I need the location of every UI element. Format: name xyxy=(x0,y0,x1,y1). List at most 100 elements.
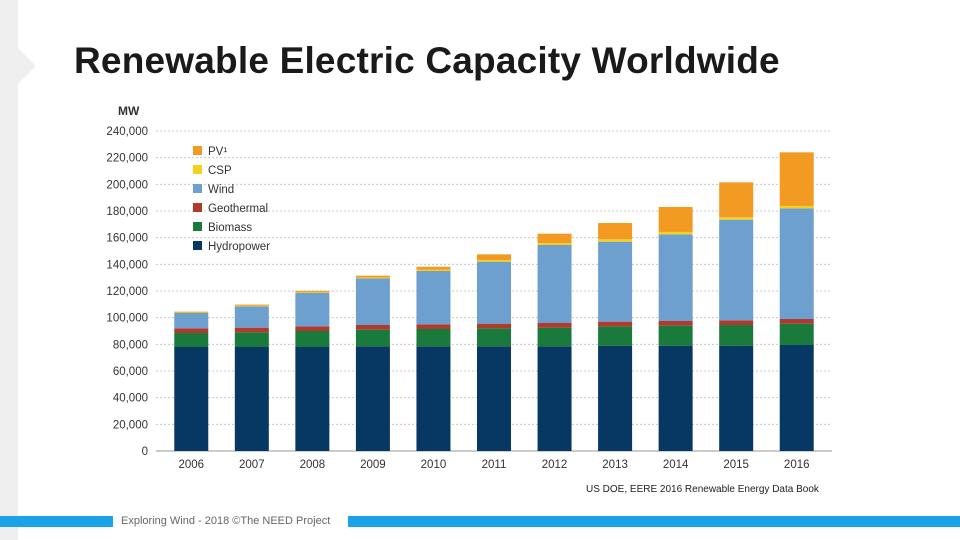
bar-geothermal-2006 xyxy=(174,328,209,333)
bar-hydropower-2015 xyxy=(719,345,754,451)
bar-pv-2012 xyxy=(537,233,572,244)
bar-wind-2013 xyxy=(598,241,633,322)
bar-stack-2014 xyxy=(658,207,693,451)
bar-geothermal-2007 xyxy=(234,327,269,333)
y-tick-label: 20,000 xyxy=(113,419,148,431)
x-tick-label: 2009 xyxy=(360,459,386,471)
bar-wind-2015 xyxy=(719,219,754,321)
bar-csp-2011 xyxy=(477,260,511,262)
y-tick-labels: 0 20,000 40,000 60,000 80,000 100,000 120,000 1… xyxy=(106,126,148,458)
bar-wind-2008 xyxy=(295,293,330,327)
legend-label-geothermal: Geothermal xyxy=(208,203,268,215)
bar-geothermal-2013 xyxy=(598,321,633,327)
bar-geothermal-2014 xyxy=(658,321,693,326)
bar-hydropower-2013 xyxy=(598,345,633,451)
legend-swatch-csp xyxy=(193,165,202,174)
bar-geothermal-2016 xyxy=(779,319,814,324)
legend-swatch-biomass xyxy=(193,222,202,231)
x-tick-label: 2010 xyxy=(421,459,447,471)
x-tick-label: 2015 xyxy=(723,459,749,471)
bar-csp-2009 xyxy=(355,277,390,279)
legend-swatch-pv xyxy=(193,146,202,155)
bar-biomass-2016 xyxy=(779,323,814,345)
x-tick-label: 2011 xyxy=(482,459,507,471)
bar-hydropower-2012 xyxy=(537,346,572,451)
bar-biomass-2011 xyxy=(477,328,511,347)
bar-stack-2008 xyxy=(295,290,330,451)
bar-biomass-2015 xyxy=(719,325,754,346)
bar-csp-2010 xyxy=(416,269,451,271)
bar-csp-2008 xyxy=(295,292,330,293)
left-arrow-decoration xyxy=(18,48,36,84)
bar-wind-2016 xyxy=(779,208,814,319)
bar-geothermal-2012 xyxy=(537,323,572,328)
y-tick-label: 60,000 xyxy=(113,366,148,378)
legend-swatch-geothermal xyxy=(193,203,202,212)
bar-stack-2006 xyxy=(174,311,209,451)
bar-pv-2014 xyxy=(658,207,693,232)
bar-stack-2010 xyxy=(416,266,451,451)
y-tick-label: 40,000 xyxy=(113,393,148,405)
bar-hydropower-2014 xyxy=(658,345,693,451)
bar-csp-2007 xyxy=(234,305,269,307)
bar-stack-2009 xyxy=(355,275,390,451)
bar-biomass-2014 xyxy=(658,325,693,346)
bar-stack-2013 xyxy=(598,223,633,451)
bar-hydropower-2008 xyxy=(295,347,330,451)
y-tick-label: 0 xyxy=(142,446,148,458)
bar-csp-2012 xyxy=(537,243,572,245)
bar-csp-2014 xyxy=(658,231,693,235)
bar-hydropower-2007 xyxy=(234,347,269,451)
bar-biomass-2010 xyxy=(416,329,451,347)
legend-swatch-hydropower xyxy=(193,241,202,250)
x-tick-label: 2007 xyxy=(239,459,265,471)
bar-stack-2016 xyxy=(779,152,814,451)
y-tick-label: 200,000 xyxy=(106,179,148,191)
bar-hydropower-2009 xyxy=(355,346,390,451)
bar-stack-2011 xyxy=(477,254,511,451)
x-tick-label: 2014 xyxy=(663,459,689,471)
bar-hydropower-2010 xyxy=(416,346,451,451)
x-tick-label: 2006 xyxy=(178,459,204,471)
bar-pv-2015 xyxy=(719,182,754,218)
y-tick-label: 240,000 xyxy=(106,126,148,138)
bar-pv-2011 xyxy=(477,254,511,261)
bar-pv-2013 xyxy=(598,223,633,240)
bar-biomass-2008 xyxy=(295,331,330,347)
bar-hydropower-2011 xyxy=(477,346,511,451)
legend-label-wind: Wind xyxy=(208,184,234,196)
bar-pv-2016 xyxy=(779,152,814,206)
bar-pv-2009 xyxy=(355,275,390,278)
bar-csp-2015 xyxy=(719,217,754,220)
footer-text: Exploring Wind - 2018 ©The NEED Project xyxy=(121,515,331,527)
y-tick-label: 220,000 xyxy=(106,153,148,165)
bar-wind-2009 xyxy=(355,278,390,325)
bar-pv-2007 xyxy=(234,304,269,306)
bar-biomass-2012 xyxy=(537,327,572,347)
slide-title: Renewable Electric Capacity Worldwide xyxy=(74,40,780,81)
stacked-bar-chart: MW 0 20,000 40,000 60,000 80,000 100,000 120,0… xyxy=(106,104,832,471)
legend-label-biomass: Biomass xyxy=(208,222,252,234)
bar-wind-2006 xyxy=(174,313,209,329)
bar-wind-2014 xyxy=(658,234,693,321)
legend-label-csp: CSP xyxy=(208,165,232,177)
bar-geothermal-2008 xyxy=(295,326,330,331)
bar-biomass-2007 xyxy=(234,332,269,347)
x-tick-label: 2016 xyxy=(784,459,810,471)
bars xyxy=(174,152,814,451)
footer-bar-left xyxy=(0,516,113,527)
x-tick-label: 2013 xyxy=(602,459,628,471)
bar-stack-2015 xyxy=(719,182,754,451)
x-tick-labels: 2006 2007 2008 2009 2010 2011 2012 2013 2014 2015… xyxy=(178,459,809,471)
bar-csp-2013 xyxy=(598,239,633,242)
y-tick-label: 140,000 xyxy=(106,259,148,271)
bar-hydropower-2016 xyxy=(779,345,814,451)
bar-hydropower-2006 xyxy=(174,347,209,451)
y-tick-label: 100,000 xyxy=(106,313,148,325)
bar-geothermal-2010 xyxy=(416,324,451,329)
bar-csp-2006 xyxy=(174,312,209,313)
bar-biomass-2006 xyxy=(174,333,209,347)
y-tick-label: 80,000 xyxy=(113,339,148,351)
y-tick-label: 120,000 xyxy=(106,286,148,298)
legend-label-pv: PV¹ xyxy=(208,146,227,158)
